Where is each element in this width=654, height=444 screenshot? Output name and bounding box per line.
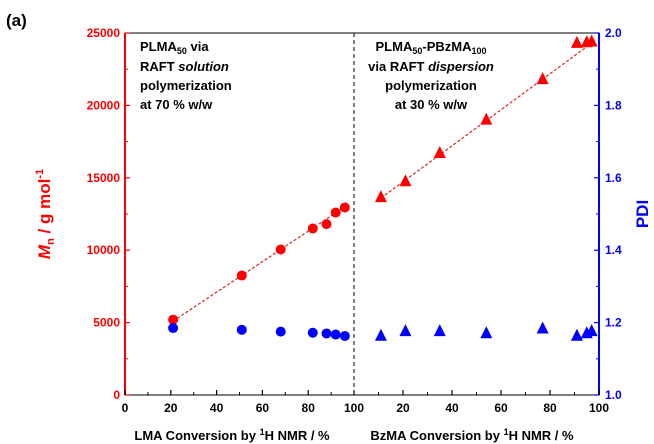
x-tick-label: 20 xyxy=(396,401,410,415)
svg-text:PLMA50 via: PLMA50 via xyxy=(140,39,209,56)
mn-point-lma xyxy=(307,223,318,234)
data-markers xyxy=(168,34,598,341)
left-tick-label: 20000 xyxy=(87,98,121,112)
annotation-solution: PLMA50 via RAFT solution polymerization … xyxy=(140,39,232,112)
svg-text:polymerization: polymerization xyxy=(385,78,477,93)
right-tick-label: 1.4 xyxy=(605,243,622,257)
mn-point-bzma xyxy=(399,174,412,187)
right-tick-label: 2.0 xyxy=(605,26,622,40)
x-axis-label-bzma: BzMA Conversion by 1H NMR / % xyxy=(370,427,574,443)
mn-point-lma xyxy=(321,219,332,230)
pdi-point-lma xyxy=(307,327,318,338)
pdi-point-bzma xyxy=(433,324,446,337)
pdi-point-lma xyxy=(330,329,341,340)
x-tick-label: 20 xyxy=(164,401,178,415)
x-tick-label: 100 xyxy=(589,401,609,415)
pdi-point-lma xyxy=(168,323,179,334)
right-tick-label: 1.2 xyxy=(605,316,622,330)
svg-text:at 70 % w/w: at 70 % w/w xyxy=(140,97,213,112)
mn-point-lma xyxy=(339,202,350,213)
svg-text:via RAFT dispersion: via RAFT dispersion xyxy=(368,59,494,74)
pdi-point-lma xyxy=(275,326,286,337)
pdi-point-bzma xyxy=(399,324,412,337)
mn-point-lma xyxy=(275,244,286,255)
mn-point-bzma xyxy=(570,35,583,48)
left-tick-label: 25000 xyxy=(87,26,121,40)
pdi-point-lma xyxy=(236,324,247,335)
left-tick-label: 0 xyxy=(113,388,120,402)
pdi-point-bzma xyxy=(374,328,387,341)
annotation-dispersion: PLMA50-PBzMA100 via RAFT dispersion poly… xyxy=(368,39,494,112)
fit-lines xyxy=(172,42,593,322)
x-tick-label: 60 xyxy=(494,401,508,415)
right-tick-label: 1.0 xyxy=(605,388,622,402)
mn-point-bzma xyxy=(480,112,493,125)
svg-text:polymerization: polymerization xyxy=(140,78,232,93)
x-axis-ticks: 0 20 40 60 80 100 20 40 60 80 100 xyxy=(122,390,609,415)
svg-text:PLMA50-PBzMA100: PLMA50-PBzMA100 xyxy=(376,39,487,56)
pdi-point-bzma xyxy=(585,324,598,337)
x-tick-label: 40 xyxy=(445,401,459,415)
pdi-point-bzma xyxy=(570,328,583,341)
x-tick-label: 100 xyxy=(344,401,364,415)
x-tick-label: 80 xyxy=(543,401,557,415)
x-axis-label-lma: LMA Conversion by 1H NMR / % xyxy=(134,427,330,443)
left-axis-ticks: 0 5000 10000 15000 20000 25000 xyxy=(87,26,130,402)
left-tick-label: 10000 xyxy=(87,243,121,257)
left-tick-label: 15000 xyxy=(87,171,121,185)
x-tick-label: 0 xyxy=(122,401,129,415)
x-tick-label: 40 xyxy=(210,401,224,415)
left-axis-label: Mn / g mol-1 xyxy=(34,169,57,259)
mn-point-lma xyxy=(168,314,179,325)
right-axis-label: PDI xyxy=(633,200,652,228)
mn-point-bzma xyxy=(536,72,549,85)
pdi-point-lma xyxy=(339,330,350,341)
mn-point-bzma xyxy=(374,190,387,203)
x-tick-label: 80 xyxy=(302,401,316,415)
svg-text:at 30 % w/w: at 30 % w/w xyxy=(395,97,468,112)
pdi-point-bzma xyxy=(536,321,549,334)
fit-line-lma xyxy=(172,206,346,322)
left-tick-label: 5000 xyxy=(93,316,120,330)
right-tick-label: 1.8 xyxy=(605,98,622,112)
mn-point-lma xyxy=(236,270,247,281)
pdi-point-lma xyxy=(321,328,332,339)
mn-point-bzma xyxy=(433,145,446,158)
x-tick-label: 60 xyxy=(256,401,270,415)
mn-point-bzma xyxy=(585,34,598,47)
panel-label: (a) xyxy=(6,11,27,30)
pdi-point-bzma xyxy=(480,326,493,339)
right-axis-ticks: 1.0 1.2 1.4 1.6 1.8 2.0 xyxy=(594,26,622,402)
right-tick-label: 1.6 xyxy=(605,171,622,185)
svg-text:RAFT solution: RAFT solution xyxy=(140,59,229,74)
mn-point-lma xyxy=(330,207,341,218)
